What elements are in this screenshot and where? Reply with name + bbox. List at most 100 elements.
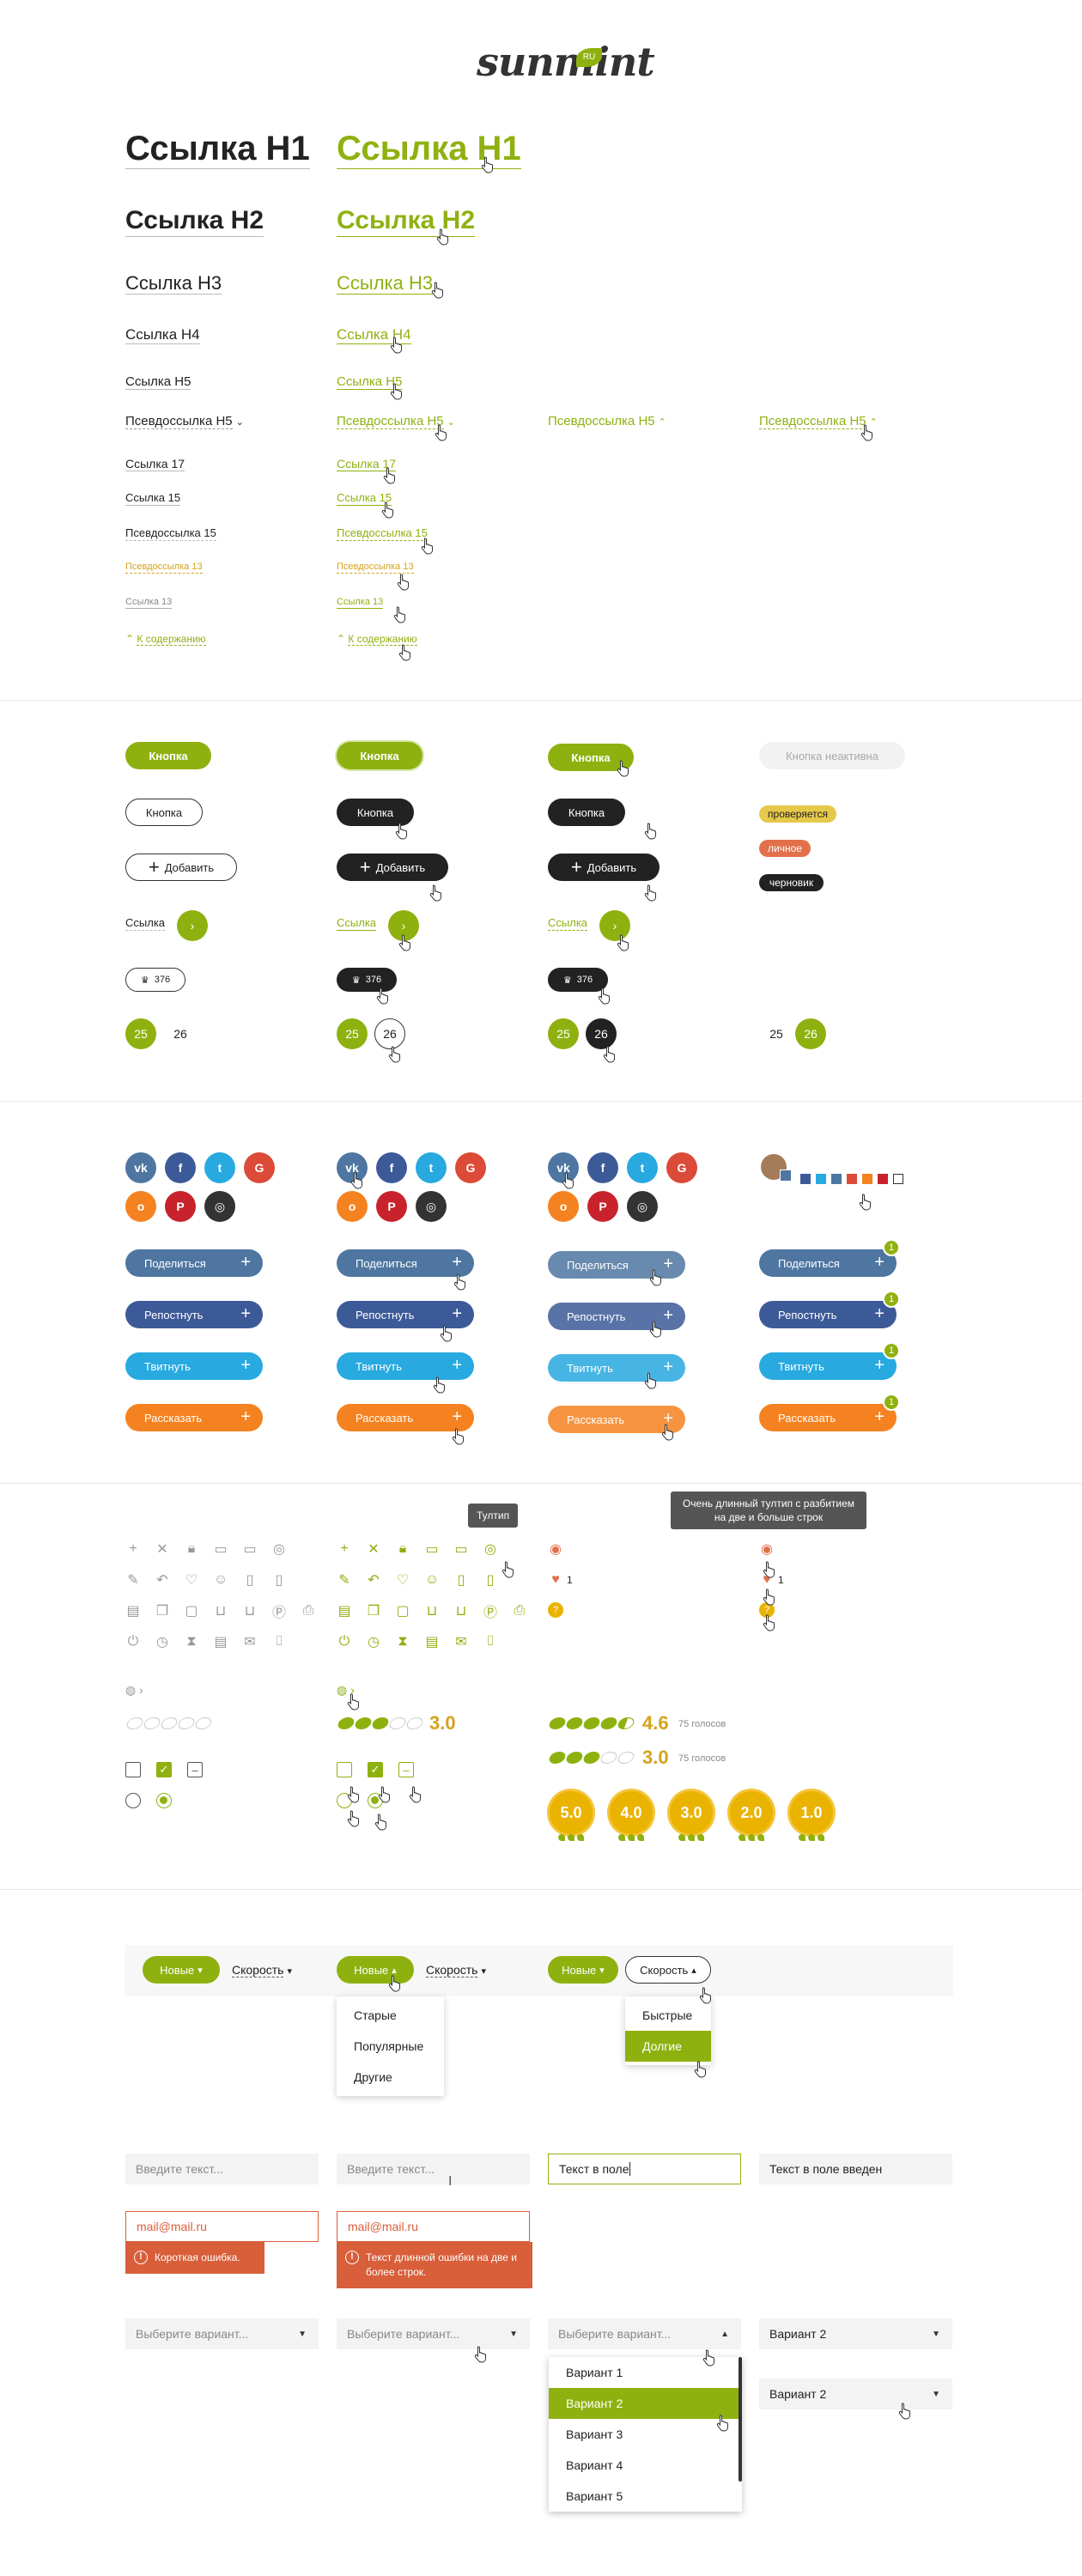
share-tw-button-count[interactable]: Твитнуть +1 xyxy=(759,1342,900,1380)
eye-icon[interactable]: ◉ xyxy=(550,1542,562,1557)
add-button[interactable]: + Добавить xyxy=(125,854,237,881)
share-ok-button[interactable]: Рассказать + xyxy=(125,1404,263,1431)
leaf-icon[interactable] xyxy=(142,1717,162,1729)
power-icon[interactable]: ⏻ xyxy=(338,1634,350,1649)
select-option[interactable]: Вариант 4 xyxy=(566,2458,623,2472)
share-vk-button[interactable]: Поделиться + xyxy=(125,1249,263,1277)
hourglass-icon[interactable]: ⧗ xyxy=(186,1634,197,1649)
dropdown-item-selected[interactable]: Долгие xyxy=(625,2031,711,2062)
link-h3-hover[interactable]: Ссылка H3 xyxy=(337,272,434,295)
share-fb-button-count[interactable]: Репостнуть +1 xyxy=(759,1291,900,1328)
arrow-link-hover[interactable]: Ссылка xyxy=(337,916,377,931)
filter-new-button[interactable]: Новые ▾ xyxy=(143,1956,220,1984)
instagram-icon[interactable] xyxy=(893,1174,903,1184)
text-input-filled[interactable]: Текст в поле введен xyxy=(759,2154,952,2184)
arrow-link-pressed[interactable]: Ссылка xyxy=(548,916,588,931)
text-input-hover[interactable]: Введите текст... xyxy=(337,2154,530,2184)
share-fb-button-hover[interactable]: Репостнуть + xyxy=(337,1301,474,1328)
checkbox-indeterminate-hover[interactable]: – xyxy=(398,1762,414,1777)
facebook-icon[interactable]: f xyxy=(165,1152,196,1183)
text-input-focused[interactable]: Текст в поле xyxy=(548,2154,741,2184)
file-icon[interactable]: ▢ xyxy=(396,1604,410,1619)
link-17-hover[interactable]: Ссылка 17 xyxy=(337,457,397,472)
lock-icon[interactable]: 🔒︎ xyxy=(187,1541,196,1556)
comment-plus-icon[interactable]: ▭ xyxy=(454,1542,468,1557)
link-h2[interactable]: Ссылка H2 xyxy=(125,206,264,237)
pseudo-link-15-hover[interactable]: Псевдоссылка 15 xyxy=(337,526,428,541)
select-option[interactable]: Вариант 3 xyxy=(566,2427,623,2441)
link-17[interactable]: Ссылка 17 xyxy=(125,457,185,472)
page-number-active[interactable]: 25 xyxy=(125,1018,156,1049)
odnoklassniki-icon[interactable]: о xyxy=(337,1191,368,1222)
leaf-icon[interactable] xyxy=(176,1717,197,1729)
copy-icon[interactable]: ❐ xyxy=(367,1604,380,1619)
eye-off-icon[interactable]: ◎ xyxy=(484,1542,496,1557)
trash-open-icon[interactable]: ▯ xyxy=(486,1573,495,1588)
leaf-icon[interactable] xyxy=(404,1717,425,1729)
globe-icon[interactable]: ◍ › xyxy=(337,1683,355,1697)
dropdown-item[interactable]: Популярные xyxy=(354,2039,424,2053)
outline-button-hover[interactable]: Кнопка xyxy=(337,799,414,826)
checkbox-checked[interactable]: ✓ xyxy=(156,1762,172,1777)
dropdown-item[interactable]: Другие xyxy=(354,2070,392,2084)
vk-icon[interactable]: vk xyxy=(548,1152,579,1183)
vk-icon[interactable] xyxy=(831,1174,842,1184)
twitter-icon[interactable]: t xyxy=(416,1152,447,1183)
cart-plus-icon[interactable]: ⊔ xyxy=(244,1604,256,1619)
vk-icon[interactable]: vk xyxy=(337,1152,368,1183)
heart-icon[interactable]: ♥ xyxy=(763,1572,771,1587)
pencil-icon[interactable]: ✎ xyxy=(127,1573,139,1588)
heart-icon[interactable]: ♥ xyxy=(551,1572,560,1587)
heart-icon[interactable]: ♡ xyxy=(185,1573,198,1588)
camera-icon[interactable]: ⌷ xyxy=(275,1634,283,1649)
pseudo-h5-row[interactable]: Псевдоссылка H5 ⌄ xyxy=(125,414,244,429)
page-number[interactable]: 26 xyxy=(173,1027,187,1041)
plus-icon[interactable]: + xyxy=(129,1541,137,1556)
brand-logo[interactable]: sunmint xyxy=(477,39,655,85)
toc-link[interactable]: ⌃ К содержанию xyxy=(125,633,206,646)
select-option[interactable]: Вариант 1 xyxy=(566,2366,623,2379)
document-icon[interactable]: ▤ xyxy=(425,1635,439,1649)
radio-unchecked-hover[interactable] xyxy=(337,1793,352,1808)
link-h1-hover[interactable]: Ссылка H1 xyxy=(337,130,521,169)
page-number-active[interactable]: 26 xyxy=(795,1018,826,1049)
checkbox-unchecked[interactable] xyxy=(125,1762,141,1777)
link-h5-hover[interactable]: Ссылка H5 xyxy=(337,374,403,391)
instagram-icon[interactable]: ◎ xyxy=(204,1191,235,1222)
select-option-selected[interactable]: Вариант 2 xyxy=(549,2388,742,2419)
file-icon[interactable]: ▢ xyxy=(185,1604,198,1619)
hourglass-icon[interactable]: ⧗ xyxy=(398,1634,408,1649)
eye-off-icon[interactable]: ◎ xyxy=(273,1542,285,1557)
select-box[interactable]: Выберите вариант... ▼ xyxy=(125,2318,319,2349)
share-fb-button[interactable]: Репостнуть + xyxy=(125,1301,263,1328)
pseudo-h5[interactable]: Псевдоссылка H5 xyxy=(125,414,233,429)
odnoklassniki-icon[interactable] xyxy=(862,1174,872,1184)
leaf-icon[interactable] xyxy=(125,1717,145,1729)
eye-icon[interactable]: ◉ xyxy=(761,1542,773,1557)
ruble-icon[interactable]: Ⓟ xyxy=(483,1606,497,1620)
clock-icon[interactable]: ◷ xyxy=(156,1635,168,1649)
smile-icon[interactable]: ☺ xyxy=(424,1572,440,1587)
comment-icon[interactable]: ▭ xyxy=(425,1542,439,1557)
pseudo-h5-open-row[interactable]: Псевдоссылка H5 ⌃ xyxy=(548,414,666,428)
odnoklassniki-icon[interactable]: о xyxy=(125,1191,156,1222)
twitter-icon[interactable]: t xyxy=(627,1152,658,1183)
print-icon[interactable]: ⎙ xyxy=(514,1603,526,1618)
link-h4[interactable]: Ссылка H4 xyxy=(125,326,200,344)
select-box-open[interactable]: Выберите вариант... ▲ xyxy=(548,2318,741,2349)
close-icon[interactable]: ✕ xyxy=(368,1542,380,1557)
close-icon[interactable]: ✕ xyxy=(156,1542,168,1557)
pseudo-h5-hover-row[interactable]: Псевдоссылка H5 ⌄ xyxy=(337,414,455,429)
lock-icon[interactable]: 🔒︎ xyxy=(398,1541,407,1556)
counter-button-hover[interactable]: ♛ 376 xyxy=(337,968,397,992)
arrow-right-icon[interactable]: › xyxy=(599,910,630,941)
link-h4-hover[interactable]: Ссылка H4 xyxy=(337,326,411,344)
mail-icon[interactable]: ✉ xyxy=(244,1635,256,1649)
email-field-error[interactable]: mail@mail.ru xyxy=(337,2211,530,2242)
share-vk-button-count[interactable]: Поделиться +1 xyxy=(759,1239,900,1277)
page-number-active[interactable]: 25 xyxy=(548,1018,579,1049)
filter-speed-button[interactable]: Скорость ▾ xyxy=(426,1963,486,1978)
page-number-active[interactable]: 25 xyxy=(337,1018,368,1049)
link-13-hover[interactable]: Ссылка 13 xyxy=(337,597,384,609)
add-button-hover[interactable]: + Добавить xyxy=(337,854,448,881)
